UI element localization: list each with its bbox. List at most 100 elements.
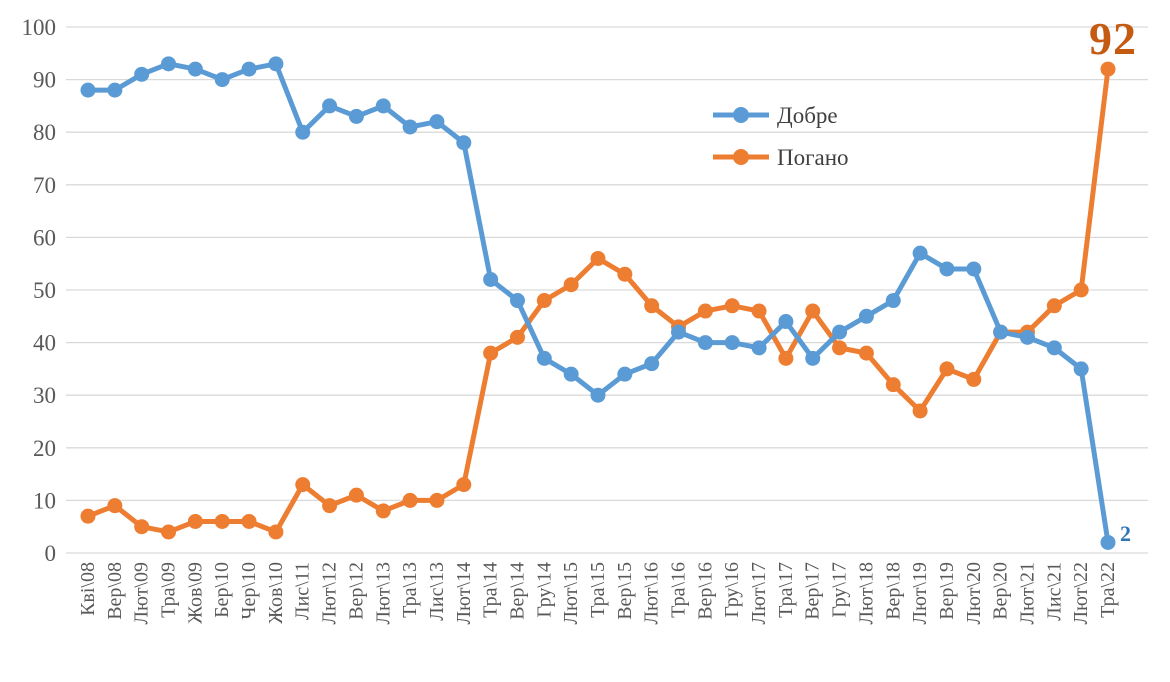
data-point	[751, 340, 767, 356]
data-point	[966, 261, 982, 277]
x-axis-tick-label: Лют\17	[748, 562, 770, 625]
data-point	[697, 335, 713, 351]
x-axis-tick-label: Жов\10	[265, 562, 287, 624]
data-point	[295, 477, 311, 493]
x-axis-tick-label: Бер\10	[211, 562, 233, 618]
x-axis-tick-label: Лют\21	[1016, 562, 1038, 625]
data-point	[483, 345, 499, 361]
data-point	[617, 366, 633, 382]
legend-item-dobre: Добре	[712, 94, 849, 136]
x-axis-tick-label: Тра\22	[1097, 562, 1119, 618]
data-point	[671, 324, 687, 340]
data-point	[187, 61, 203, 77]
series-line-Добре	[85, 61, 1111, 545]
data-point	[241, 513, 257, 529]
data-point	[724, 335, 740, 351]
legend-line-marker-pohano-icon	[712, 148, 770, 166]
data-point	[161, 524, 177, 540]
data-point	[429, 114, 445, 130]
legend-item-pohano: Погано	[712, 136, 849, 178]
x-axis-tick-label: Лис\11	[292, 562, 314, 620]
x-axis-tick-label: Лют\09	[131, 562, 153, 625]
x-axis-tick-label: Вер\20	[990, 562, 1012, 620]
x-axis-tick-label: Гру\17	[829, 562, 851, 618]
data-point	[993, 324, 1009, 340]
x-axis-tick-label: Вер\12	[345, 562, 367, 620]
data-point	[268, 56, 284, 72]
x-axis-tick-label: Лют\19	[909, 562, 931, 625]
annotation-max-value: 92	[1089, 13, 1137, 64]
x-axis-tick-label: Гру\14	[533, 562, 555, 618]
x-axis-tick-label: Вер\16	[694, 562, 716, 620]
data-point	[885, 377, 901, 393]
y-axis-tick-label: 10	[33, 488, 56, 513]
data-point	[644, 356, 660, 372]
x-axis-tick-label: Лют\14	[453, 562, 475, 625]
x-axis-tick-label: Тра\13	[399, 562, 421, 618]
data-point	[187, 513, 203, 529]
data-point	[241, 61, 257, 77]
annotation-min-value: 2	[1120, 521, 1131, 546]
x-axis-tick-label: Лют\20	[963, 562, 985, 625]
y-axis-tick-label: 30	[33, 383, 56, 408]
y-axis-tick-label: 40	[33, 331, 56, 356]
legend-line-marker-dobre-icon	[712, 106, 770, 124]
data-point	[1046, 298, 1062, 314]
data-point	[322, 498, 338, 514]
data-point	[644, 298, 660, 314]
y-axis-tick-label: 0	[45, 541, 57, 566]
x-axis-tick-label: Тра\16	[668, 562, 690, 618]
data-point	[617, 266, 633, 282]
data-point	[751, 303, 767, 319]
data-point	[563, 366, 579, 382]
x-axis-tick-label: Вер\17	[802, 562, 824, 620]
data-point	[1100, 61, 1116, 77]
x-axis-tick-label: Лис\21	[1043, 562, 1065, 621]
data-point	[402, 119, 418, 135]
data-point	[80, 82, 96, 98]
legend-label-pohano: Погано	[777, 144, 849, 170]
data-point	[214, 513, 230, 529]
x-axis-tick-label: Лют\18	[855, 562, 877, 625]
x-axis-tick-label: Лют\22	[1070, 562, 1092, 625]
data-point	[134, 66, 150, 82]
y-axis-tick-label: 50	[33, 278, 56, 303]
data-point	[939, 361, 955, 377]
x-axis-tick-label: Лют\15	[560, 562, 582, 625]
data-point	[1073, 282, 1089, 298]
data-point	[456, 477, 472, 493]
x-axis-tick-label: Вер\18	[882, 562, 904, 620]
y-axis-tick-label: 20	[33, 436, 56, 461]
data-point	[590, 250, 606, 266]
data-point	[697, 303, 713, 319]
data-point	[778, 350, 794, 366]
data-point	[1073, 361, 1089, 377]
data-point	[885, 293, 901, 309]
x-axis-tick-label: Вер\08	[104, 562, 126, 620]
data-point	[536, 293, 552, 309]
x-axis-tick-label: Тра\14	[480, 562, 502, 618]
x-axis-tick-label: Кві\08	[77, 562, 99, 616]
data-point	[268, 524, 284, 540]
data-point	[778, 314, 794, 330]
y-axis-tick-label: 100	[22, 15, 57, 40]
x-axis-tick-label: Чер\10	[238, 562, 260, 619]
x-axis-tick-label: Лис\13	[426, 562, 448, 621]
x-axis-tick-label: Вер\14	[506, 562, 528, 620]
data-point	[348, 487, 364, 503]
y-axis-tick-label: 90	[33, 68, 56, 93]
x-axis-tick-label: Лют\12	[319, 562, 341, 625]
data-point	[966, 371, 982, 387]
x-axis-tick-label: Лют\16	[641, 562, 663, 625]
x-axis-tick-label: Тра\09	[158, 562, 180, 618]
y-axis-tick-label: 70	[33, 173, 56, 198]
x-axis-tick-label: Тра\15	[587, 562, 609, 618]
data-point	[483, 271, 499, 287]
x-axis-tick-label: Жов\09	[184, 562, 206, 624]
x-axis-tick-label: Вер\15	[614, 562, 636, 620]
data-point	[456, 135, 472, 151]
data-point	[724, 298, 740, 314]
y-axis-tick-label: 60	[33, 225, 56, 250]
